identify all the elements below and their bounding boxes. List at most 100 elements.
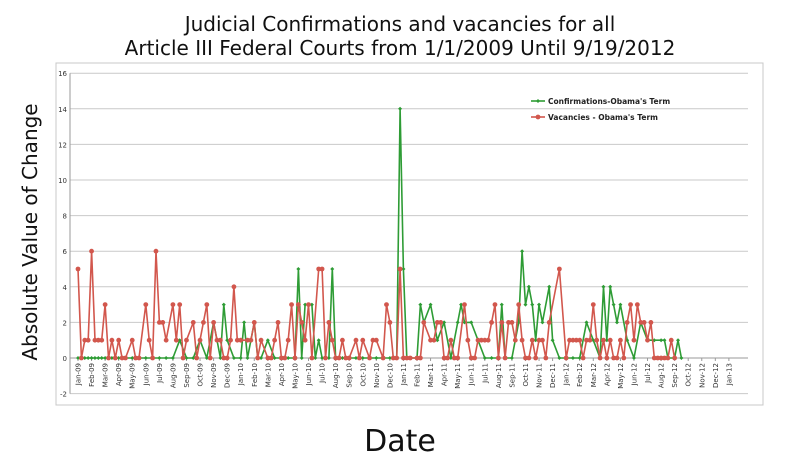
data-point (316, 266, 322, 272)
data-point (658, 355, 664, 361)
data-point (295, 302, 301, 307)
data-point (99, 356, 104, 360)
data-point (679, 356, 684, 360)
data-point (326, 320, 332, 325)
data-point (472, 355, 478, 361)
data-point (75, 266, 81, 272)
x-tick-label: Dec-09 (224, 363, 232, 388)
x-tick-label: Oct-12 (685, 363, 693, 387)
x-tick-label: Apr-09 (115, 363, 123, 386)
data-point (547, 284, 552, 289)
data-point (482, 356, 487, 360)
x-tick-label: Jan-13 (725, 363, 733, 386)
data-point (170, 302, 176, 307)
data-point (584, 320, 589, 325)
data-point (309, 302, 314, 307)
data-point (442, 320, 447, 325)
data-point (242, 320, 247, 325)
data-point (651, 355, 657, 361)
data-point (648, 320, 654, 325)
data-point (346, 355, 352, 361)
data-point (631, 337, 637, 343)
legend-label: Confirmations-Obama's Term (548, 97, 670, 106)
data-point (221, 302, 226, 307)
y-tick-label: 6 (63, 248, 68, 256)
data-point (204, 356, 209, 360)
data-point (340, 337, 345, 343)
data-point (272, 337, 278, 343)
data-point (509, 356, 514, 360)
data-point (414, 355, 420, 361)
x-tick-label: Feb-09 (88, 363, 96, 387)
y-tick-label: 0 (63, 355, 67, 363)
x-tick-label: May-09 (129, 363, 137, 389)
data-point (492, 302, 498, 307)
data-point (207, 355, 213, 361)
data-point (224, 355, 230, 361)
data-point (401, 267, 406, 271)
data-point (109, 356, 114, 360)
x-tick-label: Feb-11 (414, 363, 422, 387)
data-point (614, 355, 620, 361)
data-point (615, 320, 620, 325)
x-tick-label: May-12 (617, 363, 625, 389)
legend-item: Vacancies - Obama's Term (531, 113, 658, 122)
data-point (119, 355, 125, 361)
series-2 (75, 248, 678, 361)
x-tick-label: Dec-12 (712, 363, 720, 388)
y-tick-label: 2 (63, 319, 67, 327)
data-point (89, 248, 94, 254)
data-point (577, 356, 582, 360)
plot-frame (55, 62, 764, 406)
x-tick-label: Sep-11 (508, 363, 516, 388)
data-point (177, 302, 183, 307)
data-point (604, 355, 610, 361)
data-point (184, 356, 189, 360)
data-point (506, 320, 511, 325)
data-point (533, 338, 538, 343)
data-point (475, 337, 481, 343)
data-point (563, 355, 569, 361)
data-point (597, 355, 603, 361)
series-layer (75, 106, 684, 361)
x-tick-label: Sep-10 (346, 363, 354, 388)
data-point (462, 302, 467, 307)
data-point (584, 337, 589, 343)
data-point (309, 355, 315, 361)
data-point (594, 337, 600, 343)
x-tick-label: Mar-11 (427, 363, 435, 387)
data-point (587, 337, 593, 343)
data-point (390, 355, 396, 361)
legend-item: Confirmations-Obama's Term (531, 97, 670, 106)
data-point (451, 355, 457, 361)
data-point (482, 337, 488, 343)
data-point (245, 356, 250, 360)
data-point (641, 320, 647, 325)
data-point (570, 356, 575, 360)
data-point (628, 302, 633, 307)
data-point (489, 356, 494, 360)
data-point (526, 284, 531, 289)
y-axis-ticks: -2 0 2 4 6 8 10 12 14 16 (58, 70, 67, 398)
data-point (624, 320, 630, 325)
data-point (157, 356, 162, 360)
x-tick-label: Jun-10 (305, 363, 313, 386)
data-point (95, 337, 101, 343)
data-point (85, 337, 91, 343)
data-point (265, 338, 270, 343)
x-tick-label: Jan-10 (237, 363, 245, 386)
data-point (556, 266, 562, 272)
x-tick-label: Nov-09 (210, 363, 218, 388)
data-point (279, 355, 284, 361)
chart-title-line-1: Judicial Confirmations and vacancies for… (184, 12, 616, 36)
data-point (601, 284, 606, 289)
data-point (170, 356, 175, 360)
x-tick-label: Oct-11 (522, 363, 530, 387)
x-tick-label: May-11 (454, 363, 462, 389)
data-point (92, 356, 97, 360)
data-point (360, 337, 366, 343)
data-point (611, 355, 617, 361)
x-tick-label: Jun-12 (630, 363, 638, 386)
data-point (404, 355, 410, 361)
data-point (611, 302, 616, 307)
